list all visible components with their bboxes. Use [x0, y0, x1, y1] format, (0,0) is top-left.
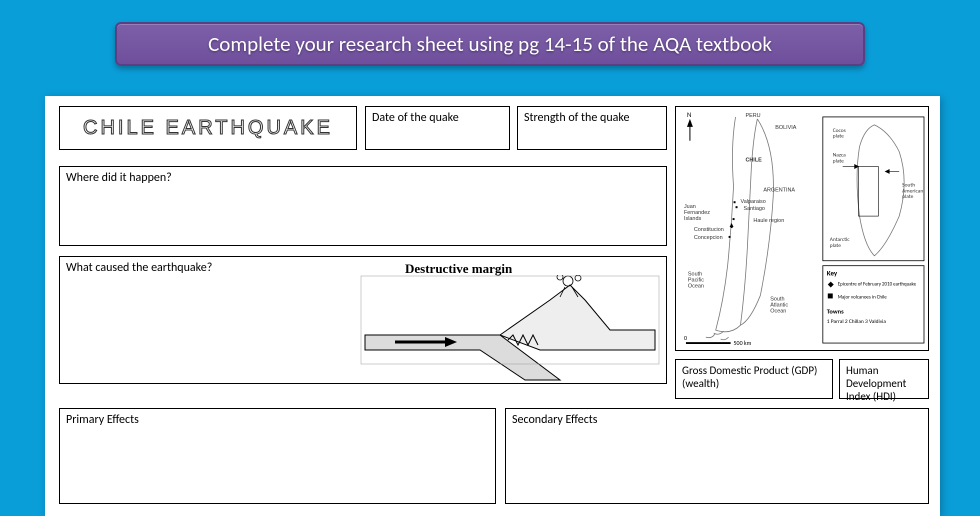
hdi-label: Human Development Index (HDI) [846, 364, 906, 403]
cause-box: What caused the earthquake? Destructive … [59, 256, 667, 384]
svg-text:Towns: Towns [827, 307, 844, 315]
hdi-box: Human Development Index (HDI) [839, 359, 929, 399]
map-label-sao3: Ocean [770, 308, 786, 314]
map-label-constitucion: Constitucion [694, 227, 724, 233]
cause-label: What caused the earthquake? [66, 261, 212, 275]
date-of-quake-box: Date of the quake [365, 106, 510, 150]
date-label: Date of the quake [372, 111, 459, 125]
svg-text:plate: plate [902, 194, 913, 200]
svg-text:Major volcanoes in Chile: Major volcanoes in Chile [838, 294, 888, 300]
where-box: Where did it happen? [59, 166, 667, 246]
title-box: CHILE EARTHQUAKE [59, 106, 357, 150]
map-label-chile: CHILE [745, 158, 762, 164]
svg-text:0: 0 [684, 334, 687, 342]
secondary-label: Secondary Effects [512, 413, 597, 427]
chile-map: PERU BOLIVIA CHILE ARGENTINA Juan Fernan… [676, 107, 928, 350]
map-label-santiago: Santiago [743, 206, 764, 212]
worksheet-sheet: CHILE EARTHQUAKE Date of the quake Stren… [45, 96, 940, 516]
map-label-argentina: ARGENTINA [763, 187, 795, 193]
map-key: Key Epicentre of February 2010 earthquak… [823, 266, 924, 343]
map-label-haule: Haule region [753, 218, 784, 224]
map-label-valparaiso: Valparaiso [741, 199, 766, 205]
map-label-peru: PERU [745, 113, 760, 119]
strength-label: Strength of the quake [524, 111, 629, 125]
chile-map-box: PERU BOLIVIA CHILE ARGENTINA Juan Fernan… [675, 106, 929, 351]
svg-text:plate: plate [833, 159, 844, 165]
gdp-box: Gross Domestic Product (GDP) (wealth) [675, 359, 833, 399]
svg-text:1 Parral 2 Chillan 3 Valdi: 1 Parral 2 Chillan 3 Valdivia [827, 319, 887, 325]
secondary-effects-box: Secondary Effects [505, 408, 929, 504]
svg-text:Epicentre of February 2010 ear: Epicentre of February 2010 earthquake [838, 282, 917, 288]
primary-effects-box: Primary Effects [59, 408, 496, 504]
svg-text:N: N [687, 110, 691, 119]
svg-text:plate: plate [830, 243, 841, 249]
inset-map: Cocos plate Nazca plate South American p… [823, 117, 924, 261]
north-arrow-icon: N [687, 110, 693, 141]
svg-text:Key: Key [827, 269, 838, 278]
map-label-concepcion: Concepcion [694, 235, 723, 241]
destructive-margin-diagram [360, 275, 660, 383]
primary-label: Primary Effects [66, 413, 139, 427]
where-label: Where did it happen? [66, 171, 172, 185]
banner-text: Complete your research sheet using pg 14… [208, 31, 772, 57]
scale-bar: 0 500 km [684, 334, 752, 347]
instruction-banner: Complete your research sheet using pg 14… [115, 22, 865, 66]
svg-text:plate: plate [833, 134, 844, 140]
strength-of-quake-box: Strength of the quake [517, 106, 667, 150]
svg-text:500 km: 500 km [734, 339, 752, 347]
gdp-label: Gross Domestic Product (GDP) (wealth) [682, 364, 817, 390]
worksheet-title: CHILE EARTHQUAKE [83, 117, 333, 140]
map-label-spo3: Ocean [688, 284, 704, 290]
map-label-bolivia: BOLIVIA [775, 125, 797, 131]
map-label-islands: Islands [684, 216, 702, 222]
